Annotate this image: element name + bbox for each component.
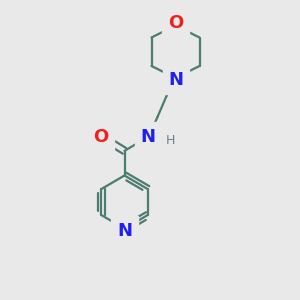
Text: H: H xyxy=(166,134,175,147)
Text: O: O xyxy=(168,14,183,32)
Text: N: N xyxy=(169,71,184,89)
Text: N: N xyxy=(117,222,132,240)
Text: N: N xyxy=(140,128,155,146)
Text: O: O xyxy=(94,128,109,146)
